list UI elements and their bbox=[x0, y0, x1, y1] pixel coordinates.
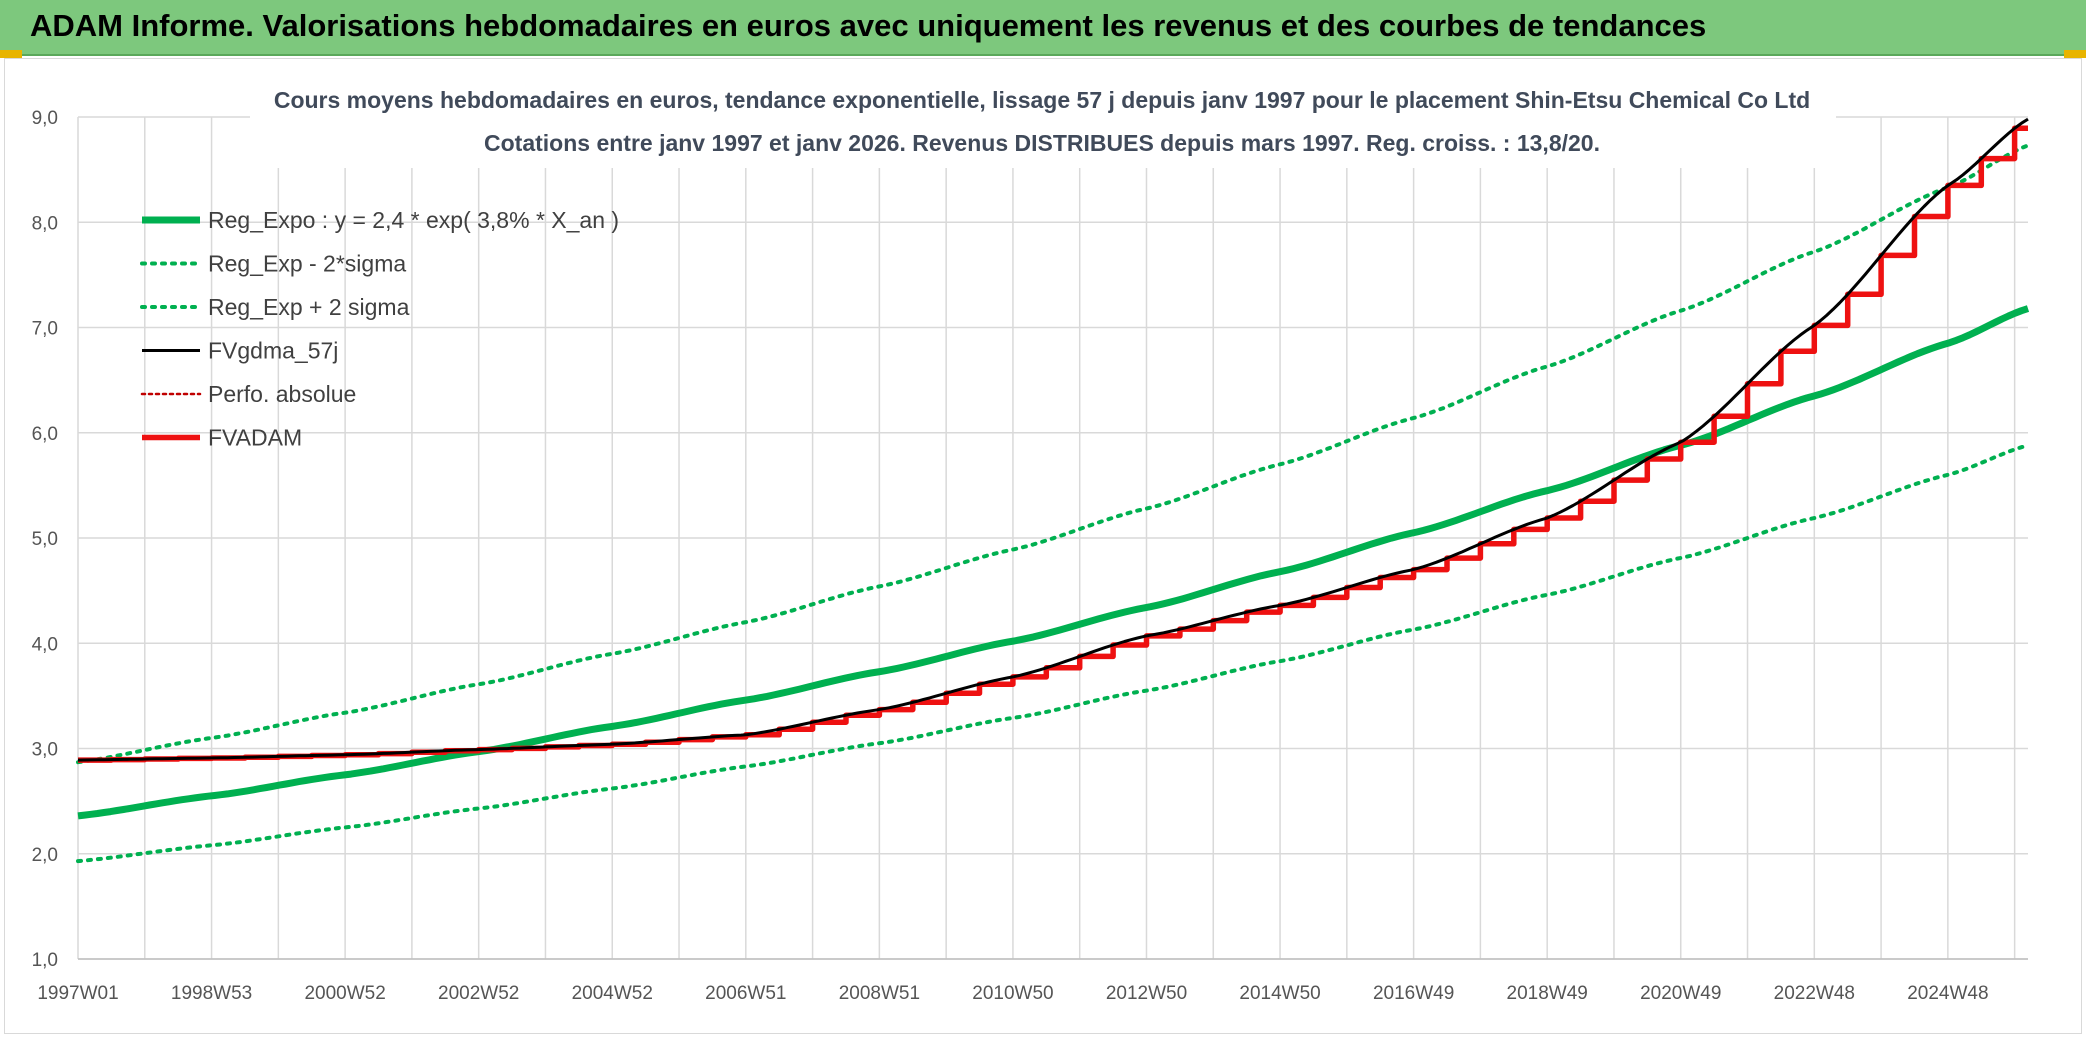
y-tick-label: 5,0 bbox=[32, 529, 58, 550]
y-tick-label: 4,0 bbox=[32, 634, 58, 655]
series-line-2 bbox=[76, 143, 2030, 765]
legend-label: Reg_Exp + 2 sigma bbox=[208, 294, 410, 320]
report-banner: ADAM Informe. Valorisations hebdomadaire… bbox=[0, 0, 2086, 56]
y-tick-label: 7,0 bbox=[32, 319, 58, 340]
x-tick-label: 2016W49 bbox=[1373, 983, 1454, 1004]
x-tick-label: 2000W52 bbox=[304, 983, 385, 1004]
legend-label: Perfo. absolue bbox=[208, 381, 356, 407]
x-tick-label: 2010W50 bbox=[972, 983, 1053, 1004]
legend-label: FVgdma_57j bbox=[208, 338, 338, 364]
series-layer bbox=[76, 117, 2030, 864]
corner-accent-right bbox=[2064, 50, 2086, 58]
legend-label: Reg_Exp - 2*sigma bbox=[208, 251, 406, 277]
title-background bbox=[250, 82, 1836, 168]
grid: 1,0 2,0 3,0 4,0 5,0 6,0 7,0 8,0 9,0 1997W01 1998W5… bbox=[32, 108, 2028, 1004]
x-tick-label: 2020W49 bbox=[1640, 983, 1721, 1004]
x-tick-label: 2002W52 bbox=[438, 983, 519, 1004]
corner-accent-left bbox=[0, 50, 22, 58]
chart-frame bbox=[4, 58, 2082, 1034]
legend-label: FVADAM bbox=[208, 425, 302, 451]
y-tick-label: 2,0 bbox=[32, 845, 58, 866]
chart-subtitle: Cotations entre janv 1997 et janv 2026. … bbox=[484, 130, 1600, 156]
x-tick-label: 2022W48 bbox=[1774, 983, 1855, 1004]
y-tick-label: 9,0 bbox=[32, 108, 58, 129]
series-line-0 bbox=[77, 305, 2030, 820]
x-tick-label: 2018W49 bbox=[1507, 983, 1588, 1004]
x-tick-label: 2008W51 bbox=[839, 983, 920, 1004]
x-tick-label: 1997W01 bbox=[37, 983, 118, 1004]
y-tick-label: 1,0 bbox=[32, 950, 58, 971]
x-tick-label: 2012W50 bbox=[1106, 983, 1187, 1004]
x-tick-label: 2024W48 bbox=[1907, 983, 1988, 1004]
legend-label: Reg_Expo : y = 2,4 * exp( 3,8% * X_an ) bbox=[208, 207, 619, 233]
y-tick-label: 8,0 bbox=[32, 213, 58, 234]
x-tick-label: 2014W50 bbox=[1239, 983, 1320, 1004]
series-line-1 bbox=[76, 443, 2030, 864]
report-title: ADAM Informe. Valorisations hebdomadaire… bbox=[30, 8, 1707, 43]
y-tick-label: 3,0 bbox=[32, 740, 58, 761]
x-tick-label: 1998W53 bbox=[171, 983, 252, 1004]
x-tick-label: 2004W52 bbox=[572, 983, 653, 1004]
series-line-3 bbox=[77, 117, 2029, 762]
chart-title: Cours moyens hebdomadaires en euros, ten… bbox=[274, 87, 1810, 113]
legend-background bbox=[136, 196, 656, 458]
x-tick-label: 2006W51 bbox=[705, 983, 786, 1004]
y-tick-label: 6,0 bbox=[32, 424, 58, 445]
legend: Reg_Expo : y = 2,4 * exp( 3,8% * X_an ) R… bbox=[136, 196, 656, 458]
